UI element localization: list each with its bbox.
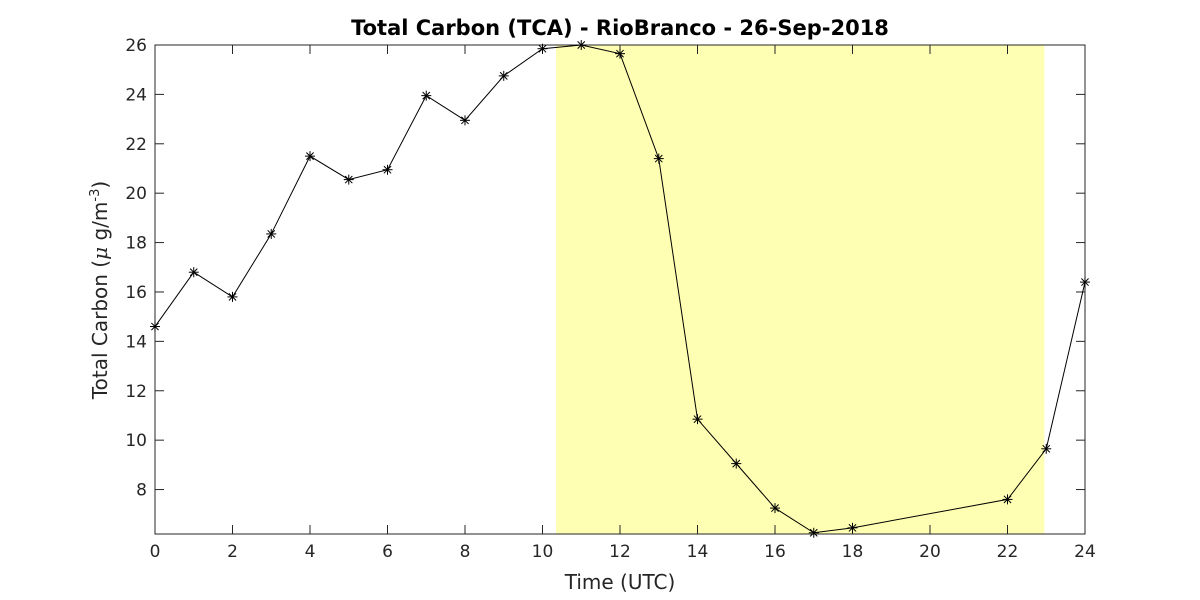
data-point <box>770 503 780 514</box>
x-tick-label: 24 <box>1074 542 1096 562</box>
chart-title: Total Carbon (TCA) - RioBranco - 26-Sep-… <box>351 16 889 40</box>
data-point <box>421 90 432 101</box>
y-axis-label-superscript: -3 <box>88 189 103 202</box>
x-tick-label: 12 <box>609 542 631 562</box>
x-tick-label: 22 <box>997 542 1019 562</box>
x-tick-label: 8 <box>460 542 471 562</box>
data-point <box>615 48 625 59</box>
data-point <box>266 228 277 239</box>
y-axis-label-mu: μ <box>88 247 112 260</box>
y-tick-label: 8 <box>136 481 147 501</box>
data-point <box>537 43 548 54</box>
data-point <box>576 40 587 50</box>
x-tick-label: 14 <box>687 542 709 562</box>
x-axis-label: Time (UTC) <box>564 570 676 594</box>
data-point <box>808 527 819 538</box>
y-tick-label: 12 <box>125 382 147 402</box>
y-tick-label: 20 <box>125 184 147 204</box>
y-tick-label: 10 <box>125 431 147 451</box>
x-tick-label: 20 <box>919 542 941 562</box>
data-point <box>498 70 509 81</box>
y-tick-label: 14 <box>125 332 147 352</box>
data-point <box>305 151 315 162</box>
data-point <box>227 291 238 302</box>
y-axis-label-suffix: ) <box>88 181 112 189</box>
x-tick-label: 0 <box>150 542 161 562</box>
y-tick-label: 16 <box>125 283 147 303</box>
y-tick-label: 24 <box>125 85 147 105</box>
x-tick-label: 10 <box>532 542 554 562</box>
data-point <box>653 153 664 164</box>
data-point <box>1041 443 1052 454</box>
series-line <box>154 44 1086 534</box>
data-point <box>731 458 742 469</box>
y-tick-label: 22 <box>125 135 147 155</box>
data-point <box>1002 494 1013 505</box>
data-point <box>1080 277 1090 288</box>
y-axis-label: Total Carbon (μ g/m-3) <box>88 181 112 400</box>
y-axis-label-unit: g/m <box>88 202 112 247</box>
x-tick-label: 18 <box>842 542 864 562</box>
x-tick-label: 2 <box>227 542 238 562</box>
data-point <box>382 164 393 175</box>
y-tick-label: 26 <box>125 36 147 56</box>
series <box>150 40 1090 538</box>
highlight-band <box>556 45 1045 534</box>
x-tick-label: 16 <box>764 542 786 562</box>
data-point <box>692 414 703 425</box>
x-tick-label: 4 <box>305 542 316 562</box>
data-point <box>847 522 858 533</box>
x-tick-label: 6 <box>382 542 393 562</box>
data-point <box>188 267 199 278</box>
y-tick-label: 18 <box>125 234 147 254</box>
y-axis-label-prefix: Total Carbon ( <box>88 260 112 400</box>
data-point <box>150 321 160 332</box>
data-point <box>460 115 470 126</box>
data-point <box>343 174 354 185</box>
